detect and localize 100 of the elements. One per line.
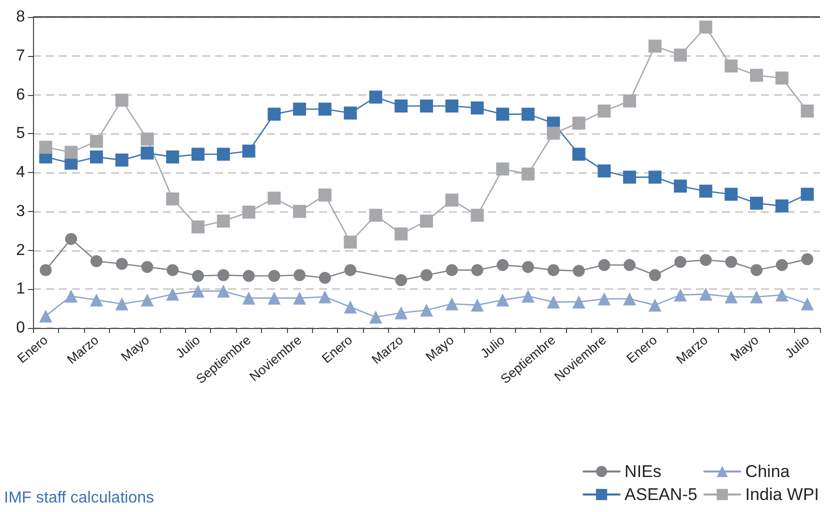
point: [64, 290, 78, 303]
point: [268, 108, 281, 121]
point: [369, 208, 382, 222]
point: [522, 168, 535, 181]
point: [420, 304, 433, 317]
point: [800, 188, 814, 201]
legend-label: China: [745, 462, 790, 481]
point: [674, 256, 686, 268]
point: [394, 306, 408, 320]
y-tick-label: 7: [16, 47, 26, 64]
point: [470, 208, 484, 222]
point: [776, 259, 788, 272]
point: [572, 264, 585, 277]
point: [39, 309, 52, 322]
point: [166, 264, 179, 276]
point: [522, 108, 535, 121]
point: [90, 255, 102, 268]
point: [775, 288, 788, 302]
point: [623, 170, 636, 184]
point: [140, 294, 154, 307]
legend-label: NIEs: [624, 462, 662, 481]
point: [268, 270, 280, 282]
point: [115, 297, 128, 310]
point: [318, 272, 331, 284]
point: [445, 194, 458, 207]
point: [522, 260, 534, 273]
y-tick-label: 0: [16, 320, 26, 336]
point: [40, 264, 52, 276]
point: [216, 284, 230, 298]
point: [293, 204, 306, 218]
point: [801, 253, 814, 266]
y-tick-label: 5: [16, 125, 26, 142]
point: [318, 188, 332, 202]
point: [445, 100, 458, 113]
point: [496, 294, 510, 307]
point: [598, 164, 611, 178]
point: [294, 269, 306, 282]
point: [572, 295, 586, 308]
point: [420, 214, 433, 228]
point: [546, 295, 560, 308]
point: [192, 220, 205, 234]
point: [446, 264, 458, 276]
point: [674, 288, 687, 302]
point: [369, 90, 382, 104]
y-tick-label: 4: [16, 164, 26, 181]
point: [598, 259, 610, 272]
point: [192, 148, 205, 161]
point: [39, 140, 52, 154]
point: [216, 148, 230, 161]
point: [293, 102, 306, 116]
point: [775, 199, 788, 212]
legend-label: India WPI: [745, 485, 820, 504]
point: [648, 170, 662, 184]
point: [724, 290, 738, 304]
point: [496, 162, 510, 176]
point: [395, 274, 408, 286]
point: [192, 270, 204, 282]
point: [242, 144, 256, 158]
point: [318, 102, 332, 116]
y-tick-label: 8: [16, 8, 26, 26]
point: [90, 150, 103, 164]
point: [166, 150, 180, 164]
point: [470, 101, 484, 114]
point: [623, 292, 636, 306]
point: [471, 264, 484, 276]
point: [750, 264, 763, 276]
point: [496, 259, 509, 272]
point: [65, 232, 78, 245]
point: [674, 48, 687, 62]
point: [268, 292, 281, 305]
point: [750, 290, 764, 304]
point: [724, 188, 738, 201]
point: [699, 288, 712, 301]
point: [724, 59, 738, 72]
y-tick-label: 6: [16, 86, 26, 104]
point: [598, 104, 611, 118]
point: [699, 184, 712, 198]
y-tick-label: 2: [16, 242, 26, 259]
point: [648, 269, 661, 282]
point: [140, 146, 154, 160]
point: [699, 20, 712, 34]
point: [141, 260, 154, 273]
point: [166, 288, 180, 301]
point: [496, 108, 510, 121]
point: [344, 264, 356, 276]
point: [470, 298, 484, 312]
point: [242, 206, 256, 219]
point: [648, 298, 662, 312]
point: [90, 134, 103, 148]
point: [394, 227, 408, 240]
point: [64, 146, 78, 159]
point: [217, 269, 230, 282]
point: [318, 290, 332, 304]
point: [445, 297, 458, 310]
point: [242, 292, 256, 305]
point: [522, 290, 535, 303]
point: [242, 270, 255, 282]
point: [775, 72, 788, 85]
point: [750, 196, 764, 210]
point: [623, 94, 636, 108]
